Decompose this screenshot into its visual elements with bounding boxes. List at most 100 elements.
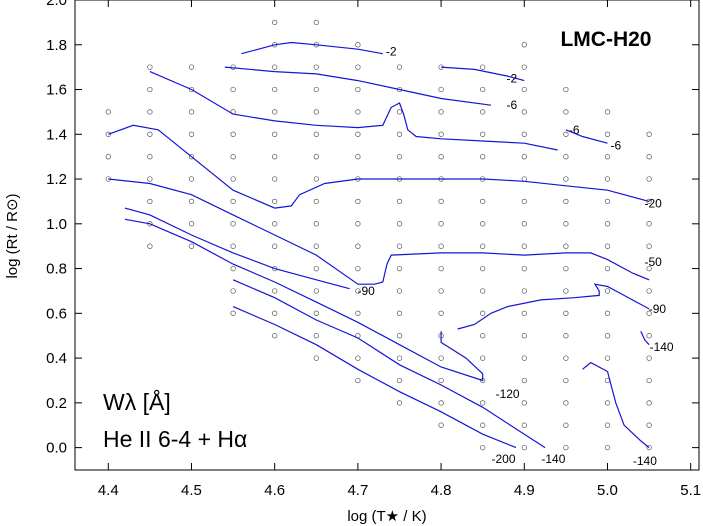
model-point <box>230 154 236 160</box>
model-point <box>147 198 153 205</box>
model-point <box>396 333 403 339</box>
model-point <box>230 176 236 182</box>
model-point <box>480 221 486 227</box>
model-point <box>521 422 527 428</box>
model-point <box>604 265 611 272</box>
contour-lines: -2 -2 -6 -6 -6 -20 -50 -90 -90 -120 -140 -140 -200 -1… <box>108 41 674 468</box>
contour-label: -20 <box>645 197 663 211</box>
model-point <box>188 109 195 115</box>
model-point <box>438 109 444 115</box>
model-grid-points <box>105 19 652 451</box>
contour-label: -50 <box>645 255 663 269</box>
model-point <box>313 288 319 294</box>
y-tick-label: 1.8 <box>46 37 67 54</box>
x-tick-label: 4.6 <box>264 482 285 499</box>
model-point <box>604 333 611 339</box>
contour-label: -90 <box>649 302 667 316</box>
model-point <box>438 131 444 137</box>
model-point <box>438 310 444 316</box>
model-point <box>521 154 527 160</box>
model-point <box>355 42 361 48</box>
model-point <box>272 221 278 227</box>
model-point <box>230 64 236 70</box>
model-point <box>313 19 319 26</box>
model-point <box>147 154 153 160</box>
model-point <box>646 377 652 384</box>
model-point <box>230 198 236 205</box>
model-point <box>563 131 569 137</box>
contour-line <box>241 41 383 55</box>
model-point <box>230 221 236 227</box>
x-axis-label: log (T★ / K) <box>347 508 426 525</box>
model-point <box>521 400 527 406</box>
model-point <box>563 355 569 361</box>
model-point <box>646 265 652 272</box>
y-tick-label: 0.2 <box>46 395 67 412</box>
model-point <box>396 243 403 249</box>
model-point <box>438 377 444 384</box>
contour-label: -90 <box>358 284 376 298</box>
model-point <box>438 198 444 205</box>
model-point <box>272 176 278 182</box>
model-point <box>230 243 236 249</box>
model-point <box>604 422 611 428</box>
model-point <box>355 265 361 272</box>
contour-label: -2 <box>506 71 517 85</box>
model-point <box>604 355 611 361</box>
model-point <box>521 288 527 294</box>
model-point <box>563 444 569 451</box>
model-point <box>646 422 652 428</box>
model-point <box>521 310 527 316</box>
model-point <box>646 176 652 182</box>
contour-label: -140 <box>541 452 565 466</box>
model-point <box>646 221 652 227</box>
model-point <box>438 265 444 272</box>
model-point <box>480 444 486 451</box>
model-point <box>355 221 361 227</box>
contour-line <box>224 66 492 106</box>
model-point <box>355 288 361 294</box>
model-point <box>480 64 486 70</box>
model-point <box>521 377 527 384</box>
y-tick-label: 1.0 <box>46 216 67 233</box>
model-point <box>646 355 652 361</box>
model-point <box>521 333 527 339</box>
y-axis-label: log (Rt / R⊙) <box>4 193 21 278</box>
model-point <box>563 288 569 294</box>
model-point <box>521 444 527 451</box>
y-tick-label: 1.6 <box>46 82 67 99</box>
y-tick-label: 0.0 <box>46 440 67 457</box>
model-point <box>355 131 361 137</box>
model-point <box>521 131 527 137</box>
model-point <box>438 243 444 249</box>
model-point <box>563 243 569 249</box>
axis-ticks: 4.4 4.5 4.6 4.7 4.8 4.9 5.0 5.1 0.0 0.2 0.4 0.6 0.8 1… <box>46 0 701 499</box>
model-point <box>646 400 652 406</box>
contour-label: -140 <box>633 454 657 468</box>
model-point <box>563 109 569 115</box>
model-point <box>396 355 403 361</box>
model-point <box>563 333 569 339</box>
model-point <box>563 198 569 205</box>
model-point <box>396 64 403 70</box>
model-point <box>188 243 195 249</box>
model-point <box>188 86 195 93</box>
model-point <box>396 221 403 227</box>
contour-line <box>149 71 558 151</box>
model-point <box>396 288 403 294</box>
model-point <box>563 310 569 316</box>
model-point <box>313 333 319 339</box>
model-point <box>438 86 444 93</box>
model-point <box>355 86 361 93</box>
model-point <box>563 221 569 227</box>
model-point <box>604 288 611 294</box>
model-point <box>272 154 278 160</box>
model-point <box>396 265 403 272</box>
y-tick-label: 1.2 <box>46 171 67 188</box>
line-label: He II 6-4 + Hα <box>103 426 247 452</box>
model-point <box>313 310 319 316</box>
model-point <box>396 198 403 205</box>
x-tick-label: 5.0 <box>597 482 618 499</box>
model-point <box>604 444 611 451</box>
